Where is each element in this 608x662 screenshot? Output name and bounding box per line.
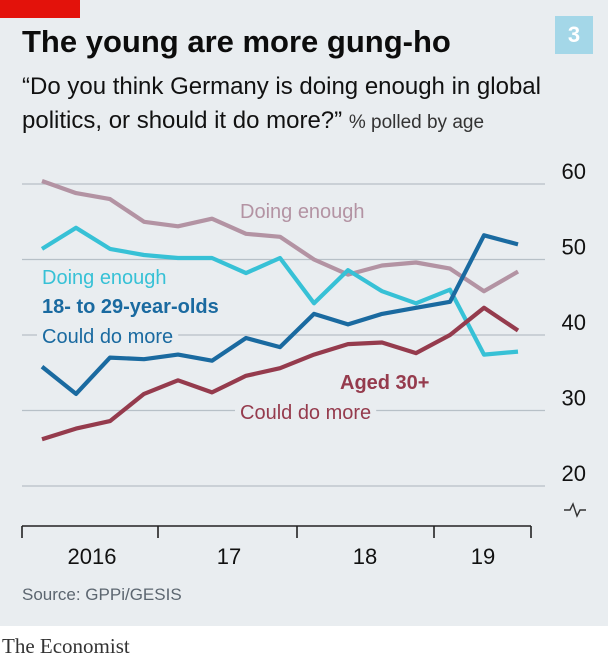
group-label-young-background [37, 295, 224, 319]
brand-accent-bar [0, 0, 80, 18]
series-label-older-enough-background [235, 200, 370, 224]
chart-title: The young are more gung-ho [22, 24, 451, 59]
series-line-young-more [40, 233, 519, 396]
series-label-young-enough: Doing enough [42, 267, 167, 289]
series-line-older-more [41, 305, 520, 442]
line-chart: 20 30 40 50 60 2016 17 18 19 Doing enough Doing en… [21, 159, 586, 569]
series-label-young-more-background [37, 325, 179, 349]
series-label-older-enough: Doing enough [240, 201, 365, 223]
x-tick-label-19: 19 [471, 544, 495, 569]
series-label-older-more-background [235, 401, 377, 425]
y-tick-label-60: 60 [562, 159, 586, 184]
subtitle-units: % polled by age [348, 112, 485, 133]
series-line-older-enough [41, 179, 520, 294]
x-tick-label-18: 18 [353, 544, 377, 569]
y-tick-label-40: 40 [562, 310, 586, 335]
subtitle-question: “Do you think Germany is doing enough in… [22, 73, 541, 134]
group-label-young: 18- to 29-year-olds [42, 296, 219, 318]
group-label-older: Aged 30+ [340, 372, 429, 394]
x-tick-label-17: 17 [217, 544, 241, 569]
y-tick-label-20: 20 [562, 461, 586, 486]
y-tick-label-30: 30 [562, 386, 586, 411]
axis-break-icon [564, 502, 586, 518]
y-tick-label-50: 50 [562, 235, 586, 260]
group-label-older-background [335, 371, 435, 395]
source-note: Source: GPPi/GESIS [22, 585, 182, 604]
chart-subtitle: “Do you think Germany is doing enough in… [22, 70, 592, 140]
series-label-young-enough-background [37, 266, 172, 290]
series-line-young-enough [40, 225, 519, 357]
series-label-young-more: Could do more [42, 326, 173, 348]
series-label-older-more: Could do more [240, 402, 371, 424]
x-tick-label-2016: 2016 [68, 544, 117, 569]
brand-logo-text: The Economist [2, 634, 130, 658]
chart-number-badge: 3 [555, 16, 593, 54]
